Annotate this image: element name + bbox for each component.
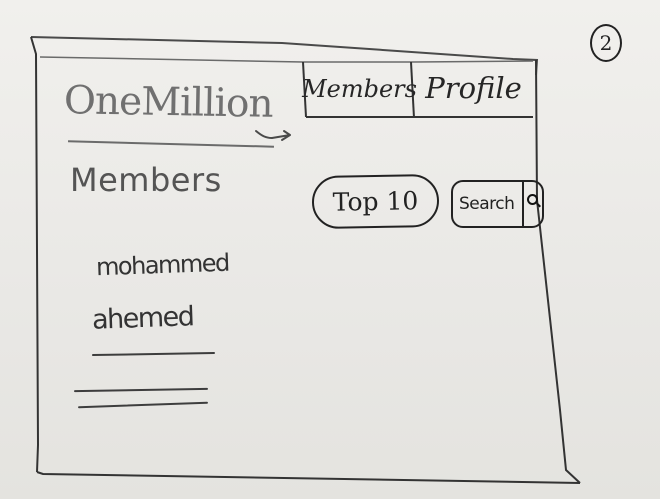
- tab-profile[interactable]: Profile: [425, 71, 522, 105]
- tab-members[interactable]: Members: [302, 75, 417, 103]
- app-logo-title: OneMillion: [63, 78, 273, 127]
- member-item-ahemed[interactable]: ahemed: [91, 301, 194, 336]
- arrow-icon: [255, 130, 291, 141]
- top10-button[interactable]: Top 10: [311, 173, 440, 230]
- search-label: Search: [459, 194, 515, 214]
- member-item-mohammed[interactable]: mohammed: [95, 248, 230, 282]
- page-number-badge: 2: [590, 24, 622, 62]
- search-input[interactable]: Search: [451, 180, 544, 228]
- members-heading: Members: [70, 161, 222, 199]
- search-icon[interactable]: [522, 182, 542, 226]
